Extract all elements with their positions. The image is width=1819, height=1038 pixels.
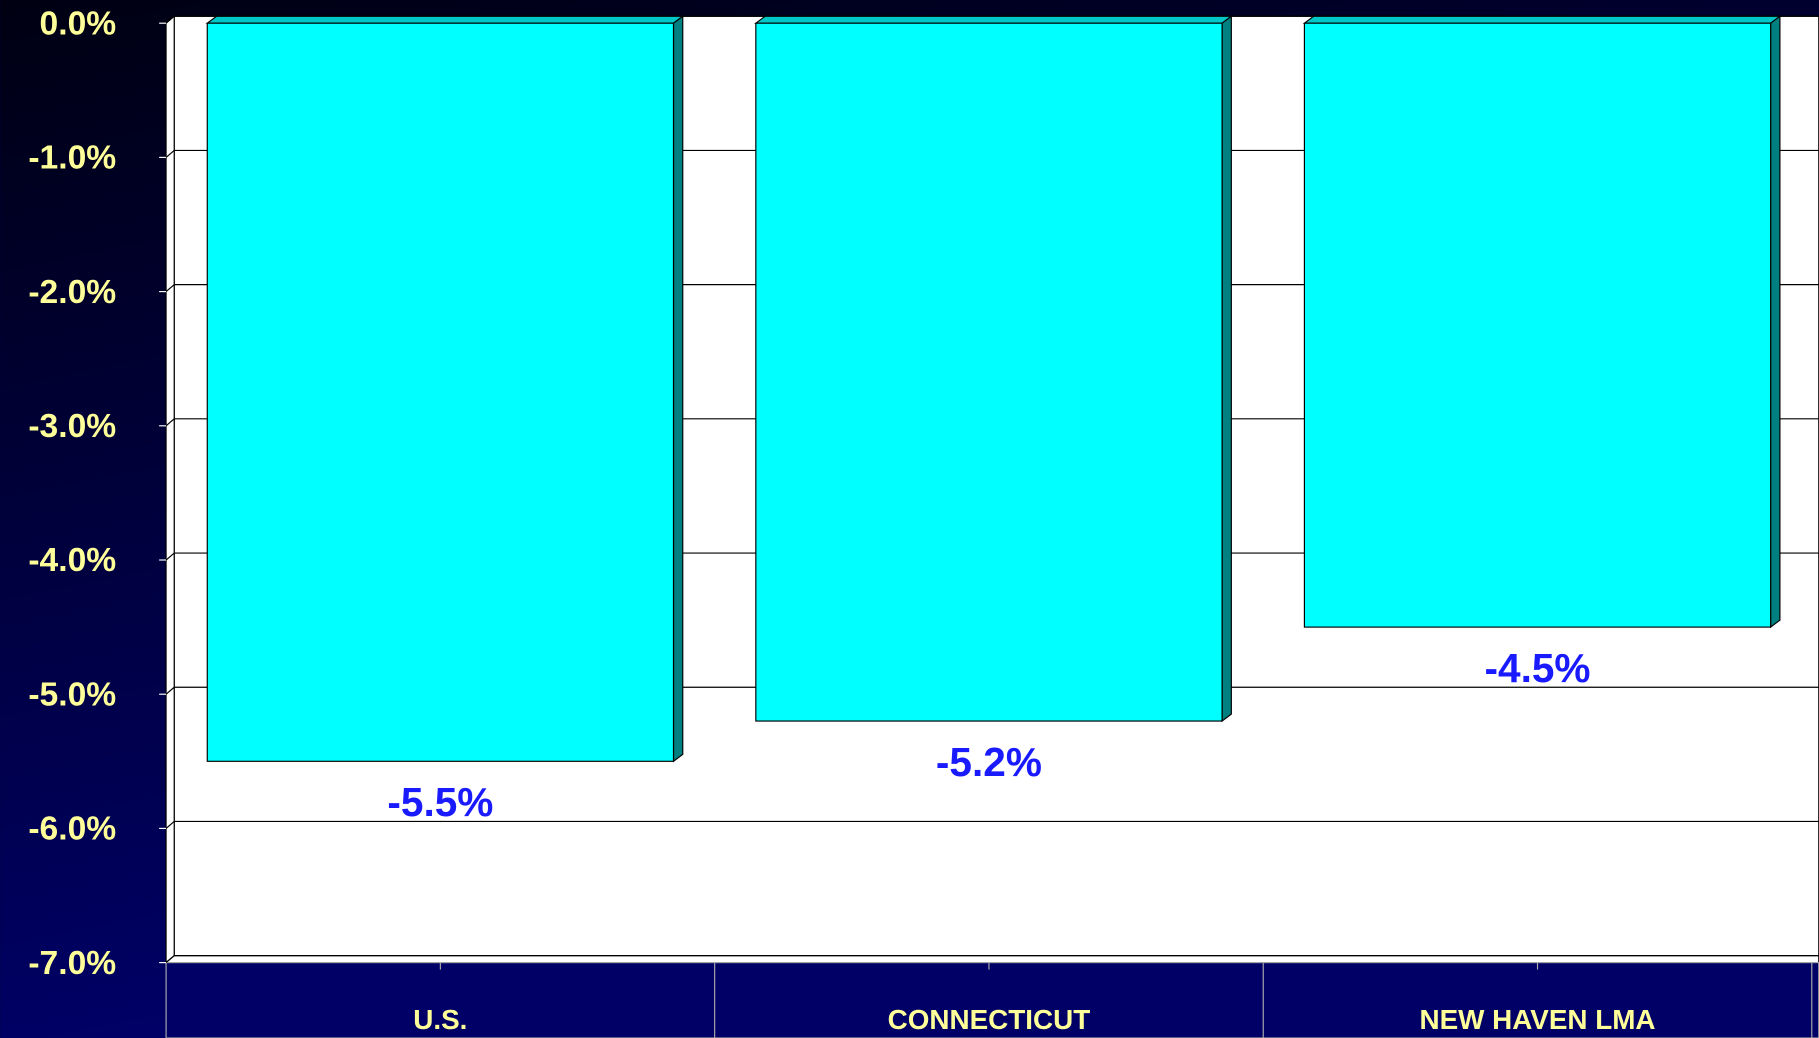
category-band: [165, 962, 1819, 1038]
bar: [206, 22, 675, 762]
grid-line: [165, 284, 175, 293]
bar: [1303, 22, 1772, 628]
bar-top: [754, 15, 1234, 24]
x-tick-label: U.S.: [413, 1004, 467, 1035]
grid-line: [165, 552, 175, 561]
y-tick-label: -4.0%: [28, 542, 116, 579]
y-tick-label: 0.0%: [40, 5, 117, 42]
floor: [164, 955, 1819, 964]
y-tick-label: -3.0%: [28, 408, 116, 445]
y-tick-label: -1.0%: [28, 140, 116, 177]
bar-top: [1302, 15, 1782, 24]
value-label: -5.2%: [936, 739, 1042, 785]
bar-top: [205, 15, 685, 24]
grid-line: [165, 821, 175, 829]
y-tick-label: -6.0%: [28, 811, 116, 848]
bar: [755, 22, 1223, 722]
grid-line: [165, 149, 175, 158]
x-tick-label: CONNECTICUT: [888, 1004, 1091, 1035]
y-tick-label: -2.0%: [28, 274, 116, 311]
grid-line: [165, 418, 175, 427]
value-label: -4.5%: [1485, 645, 1591, 691]
x-tick-label: NEW HAVEN LMA: [1420, 1004, 1656, 1035]
grid-line: [165, 955, 175, 964]
bar-side: [1770, 15, 1781, 629]
bar-side: [672, 15, 684, 763]
value-label: -5.5%: [387, 779, 493, 825]
grid-line: [165, 686, 175, 695]
grid-line: [165, 15, 175, 24]
y-tick-label: -7.0%: [28, 945, 116, 982]
side-wall: [165, 14, 175, 964]
bar-side: [1221, 15, 1232, 723]
y-tick-label: -5.0%: [28, 676, 116, 713]
